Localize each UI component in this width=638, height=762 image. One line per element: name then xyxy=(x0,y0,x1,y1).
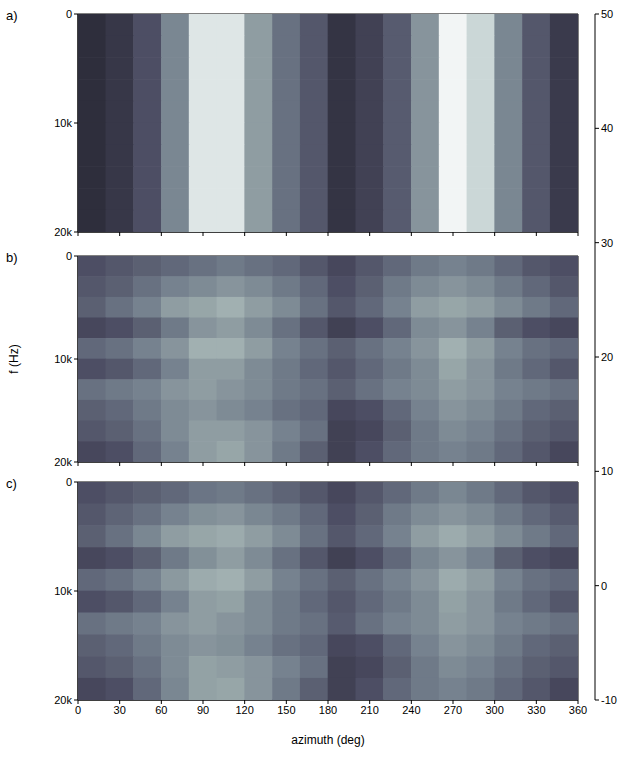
svg-text:0: 0 xyxy=(75,704,81,716)
html-text:a): a) xyxy=(6,8,18,23)
svg-text:azimuth (deg): azimuth (deg) xyxy=(291,733,364,747)
svg-text:270: 270 xyxy=(444,704,462,716)
svg-text:20: 20 xyxy=(601,351,613,363)
svg-text:30: 30 xyxy=(114,704,126,716)
svg-text:210: 210 xyxy=(360,704,378,716)
svg-text:120: 120 xyxy=(235,704,253,716)
svg-text:90: 90 xyxy=(197,704,209,716)
svg-text:10k: 10k xyxy=(54,117,72,129)
svg-text:150: 150 xyxy=(277,704,295,716)
svg-text:60: 60 xyxy=(155,704,167,716)
svg-text:20k: 20k xyxy=(54,694,72,706)
svg-text:10k: 10k xyxy=(54,585,72,597)
svg-text:20k: 20k xyxy=(54,226,72,238)
svg-text:30: 30 xyxy=(601,237,613,249)
svg-text:10k: 10k xyxy=(54,353,72,365)
svg-text:180: 180 xyxy=(319,704,337,716)
svg-text:40: 40 xyxy=(601,122,613,134)
svg-text:-10: -10 xyxy=(601,694,617,706)
svg-text:300: 300 xyxy=(485,704,503,716)
svg-text:50: 50 xyxy=(601,8,613,20)
svg-text:0: 0 xyxy=(66,8,72,20)
svg-text:330: 330 xyxy=(527,704,545,716)
svg-text:20k: 20k xyxy=(54,456,72,468)
svg-text:0: 0 xyxy=(66,476,72,488)
svg-text:360: 360 xyxy=(569,704,587,716)
svg-text:0: 0 xyxy=(66,250,72,262)
svg-text:0: 0 xyxy=(601,580,607,592)
svg-text:10: 10 xyxy=(601,465,613,477)
svg-text:240: 240 xyxy=(402,704,420,716)
svg-text:f (Hz): f (Hz) xyxy=(7,344,21,373)
html-text:c): c) xyxy=(6,476,17,491)
html-text:b): b) xyxy=(6,250,18,265)
